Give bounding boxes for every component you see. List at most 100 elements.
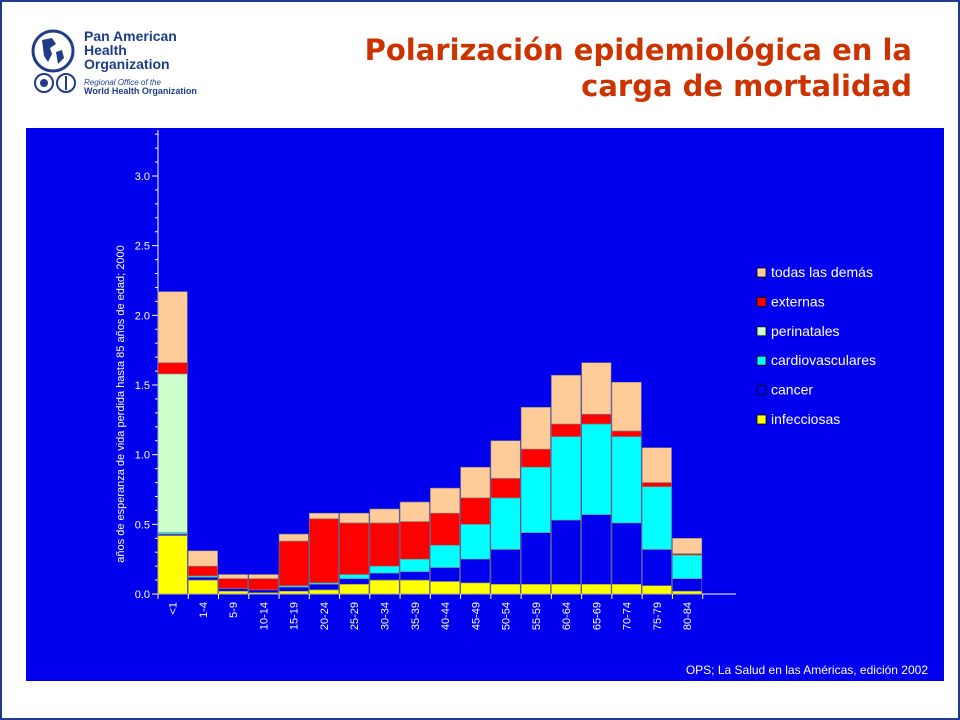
bar-segment-externas: [399, 521, 430, 560]
bar-segment-externas: [641, 482, 672, 488]
x-tick-label: 40-44: [440, 602, 452, 630]
y-tick-label: 2.0: [135, 310, 150, 322]
bar-segment-cancer: [369, 572, 400, 581]
bar-segment-externas: [369, 522, 400, 567]
bar-segment-infecciosas: [460, 582, 491, 595]
org-sub-line-1: Regional Office of the: [84, 78, 161, 87]
org-sub-line-2: World Health Organization: [84, 86, 197, 96]
y-tick-label: 0.0: [135, 589, 150, 601]
legend-label: cardiovasculares: [771, 352, 876, 368]
bar-segment-externas: [520, 448, 551, 468]
x-tick-label: 10-14: [258, 602, 270, 630]
bar-segment-todas-las-demás: [490, 440, 521, 479]
x-tick-label: 20-24: [319, 602, 331, 630]
x-tick-label: 75-79: [652, 602, 664, 630]
bar-segment-infecciosas: [490, 583, 521, 595]
x-tick-label: 65-69: [591, 602, 603, 630]
bar-segment-cancer: [490, 549, 521, 585]
bar-segment-externas: [278, 540, 309, 586]
bar-segment-todas-las-demás: [218, 574, 249, 579]
bar-segment-cancer: [399, 571, 430, 581]
x-tick-label: 80-84: [682, 602, 694, 630]
source-note: OPS; La Salud en las Américas, edición 2…: [685, 663, 928, 677]
bar-segment-cancer: [309, 583, 339, 591]
bar-segment-cancer: [672, 578, 703, 592]
bar-segment-cardiovasculares: [672, 554, 703, 579]
bar-segment-cardiovasculares: [460, 524, 491, 560]
bar-segment-cancer: [278, 586, 309, 592]
bar-segment-infecciosas: [187, 579, 218, 595]
bar-segment-infecciosas: [611, 583, 642, 595]
bar-segment-cancer: [187, 576, 218, 581]
bar-segment-externas: [187, 565, 218, 577]
legend-swatch: [756, 414, 767, 425]
bar-segment-infecciosas: [157, 535, 188, 595]
bar-segment-infecciosas: [369, 579, 400, 595]
bar-segment-todas-las-demás: [157, 291, 188, 364]
x-tick-label: 45-49: [470, 602, 482, 630]
bar-segment-infecciosas: [551, 583, 582, 595]
bar-segment-infecciosas: [641, 585, 672, 595]
bar-segment-todas-las-demás: [641, 447, 672, 483]
x-tick-label: 70-74: [622, 602, 634, 630]
bar-segment-externas: [581, 413, 612, 425]
x-tick-label: 25-29: [349, 602, 361, 630]
bar-segment-externas: [490, 478, 521, 499]
bar-segment-todas-las-demás: [611, 381, 642, 432]
legend-swatch: [756, 296, 767, 307]
y-axis-label: años de esperanza de vida perdida hasta …: [115, 245, 127, 562]
x-tick-label: 15-19: [289, 602, 301, 630]
bar-segment-infecciosas: [581, 583, 612, 595]
bar-segment-externas: [248, 578, 279, 591]
bar-segment-cancer: [611, 522, 642, 585]
bar-segment-cardiovasculares: [399, 558, 430, 573]
y-tick-label: 2.5: [135, 241, 150, 253]
bar-segment-todas-las-demás: [430, 487, 461, 514]
bar-segment-todas-las-demás: [187, 550, 218, 567]
bar-segment-externas: [339, 522, 370, 575]
bar-segment-todas-las-demás: [581, 362, 612, 415]
bar-segment-infecciosas: [339, 583, 370, 595]
bar-segment-todas-las-demás: [551, 374, 582, 425]
legend-label: todas las demás: [771, 264, 873, 280]
bar-segment-infecciosas: [520, 583, 551, 595]
x-tick-label: 55-59: [531, 602, 543, 630]
x-tick-label: 1-4: [198, 602, 210, 618]
bar-segment-todas-las-demás: [672, 537, 703, 554]
bar-segment-cardiovasculares: [551, 436, 582, 521]
bar-segment-cancer: [339, 578, 370, 585]
bar-segment-todas-las-demás: [460, 466, 491, 499]
page-title: Polarización epidemiológica en la carga …: [272, 32, 912, 104]
y-tick-label: 3.0: [135, 171, 150, 183]
bar-segment-externas: [218, 578, 249, 589]
title-line-1: Polarización epidemiológica en la: [364, 33, 912, 67]
bar-segment-cancer: [248, 589, 279, 593]
bar-segment-cancer: [551, 519, 582, 585]
bar-segment-perinatales: [157, 373, 188, 533]
emblems-icon: [34, 73, 76, 93]
bar-segment-externas: [430, 512, 461, 546]
org-subtitle: Regional Office of the World Health Orga…: [84, 78, 197, 96]
bar-segment-todas-las-demás: [520, 406, 551, 450]
legend-label: infecciosas: [771, 411, 840, 427]
bar-segment-cancer: [218, 588, 249, 592]
org-name: Pan American Health Organization: [84, 28, 177, 72]
x-tick-label: 30-34: [380, 602, 392, 630]
title-line-2: carga de mortalidad: [581, 69, 912, 103]
bar-segment-infecciosas: [672, 590, 703, 595]
bar-segment-externas: [551, 423, 582, 437]
legend-label: externas: [771, 293, 825, 309]
bar-segment-cancer: [460, 558, 491, 584]
x-tick-label: 5-9: [228, 602, 240, 618]
bar-segment-infecciosas: [278, 590, 309, 595]
bar-segment-todas-las-demás: [248, 574, 279, 579]
bar-segment-infecciosas: [309, 589, 339, 595]
y-tick-label: 1.5: [135, 380, 150, 392]
bar-segment-todas-las-demás: [339, 512, 370, 524]
bar-segment-todas-las-demás: [399, 501, 430, 522]
x-tick-label: <1: [168, 602, 180, 615]
bar-segment-cardiovasculares: [490, 497, 521, 550]
bar-segment-cardiovasculares: [581, 423, 612, 515]
bar-segment-todas-las-demás: [278, 533, 309, 542]
